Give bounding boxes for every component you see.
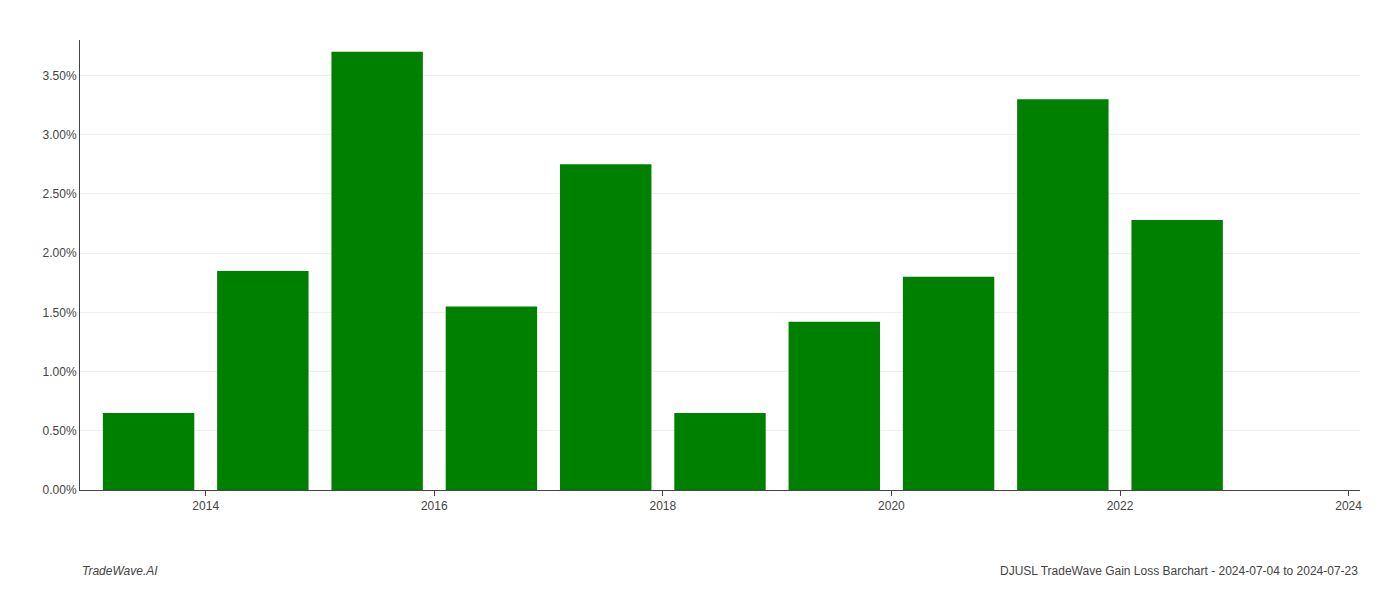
svg-text:0.50%: 0.50% bbox=[43, 424, 77, 438]
svg-text:2022: 2022 bbox=[1107, 499, 1134, 513]
svg-text:0.00%: 0.00% bbox=[43, 483, 77, 497]
svg-text:3.00%: 3.00% bbox=[43, 128, 77, 142]
svg-text:2018: 2018 bbox=[650, 499, 677, 513]
svg-text:2024: 2024 bbox=[1335, 499, 1362, 513]
svg-text:2.50%: 2.50% bbox=[43, 187, 77, 201]
svg-text:1.00%: 1.00% bbox=[43, 365, 77, 379]
svg-text:2016: 2016 bbox=[421, 499, 448, 513]
svg-text:2.00%: 2.00% bbox=[43, 246, 77, 260]
svg-text:2020: 2020 bbox=[878, 499, 905, 513]
svg-text:1.50%: 1.50% bbox=[43, 306, 77, 320]
svg-text:TradeWave.AI: TradeWave.AI bbox=[82, 564, 158, 578]
svg-text:3.50%: 3.50% bbox=[43, 69, 77, 83]
svg-text:DJUSL TradeWave Gain Loss Barc: DJUSL TradeWave Gain Loss Barchart - 202… bbox=[1000, 564, 1358, 578]
svg-text:2014: 2014 bbox=[192, 499, 219, 513]
